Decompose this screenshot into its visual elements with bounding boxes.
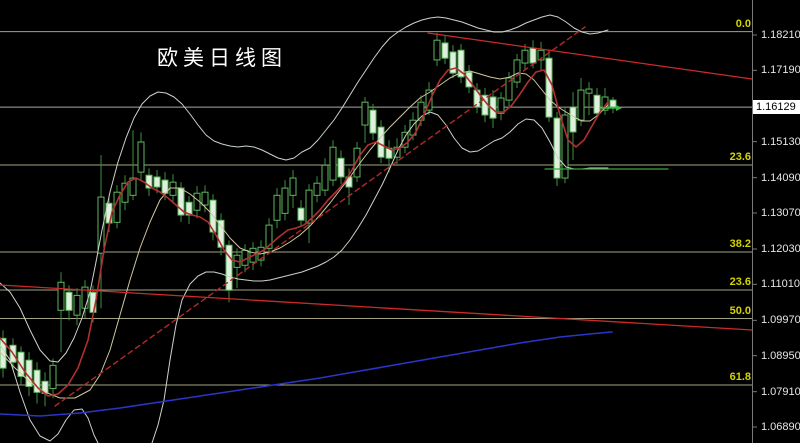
candle-body xyxy=(97,196,105,254)
candle-body xyxy=(529,47,537,64)
candle-body xyxy=(185,201,193,216)
lower-bollinger-band xyxy=(151,111,609,443)
candle-body xyxy=(449,51,457,74)
candle-body xyxy=(321,164,329,191)
candle-body xyxy=(577,89,585,121)
candle-body xyxy=(153,176,161,188)
price-tick-label: 1.18210 xyxy=(761,29,800,41)
candle-body xyxy=(377,126,385,158)
price-tick-label: 1.06890 xyxy=(761,421,800,433)
candle-body xyxy=(33,369,41,393)
price-tick-label: 1.08950 xyxy=(761,349,800,362)
price-tick-label: 1.12030 xyxy=(761,243,800,255)
candle-body xyxy=(289,177,297,196)
candle-body xyxy=(169,181,177,196)
candle-body xyxy=(401,131,409,148)
price-tick-label: 1.17190 xyxy=(761,64,800,77)
price-tick-label: 1.11010 xyxy=(761,278,800,291)
candle-body xyxy=(369,109,377,134)
candle-body xyxy=(585,88,593,94)
candle-body xyxy=(281,187,289,214)
fib-label: 61.8 xyxy=(729,370,751,383)
candle-body xyxy=(545,57,553,118)
candle-body xyxy=(129,177,137,196)
candle-body xyxy=(601,96,609,111)
slow-blue-ma xyxy=(0,331,613,417)
candle-body xyxy=(49,364,57,390)
price-tick-label: 1.14090 xyxy=(761,171,800,184)
descending-red-trendline xyxy=(427,32,753,80)
current-price-box: 1.16129 xyxy=(753,100,800,115)
fast-red-ma xyxy=(0,67,609,397)
fib-label: 23.6 xyxy=(729,276,751,288)
candle-body xyxy=(537,49,545,61)
candle-body xyxy=(433,39,441,61)
candle-body xyxy=(457,49,465,78)
candle-body xyxy=(145,174,153,189)
long-red-trendline xyxy=(0,284,753,331)
candle-body xyxy=(553,117,561,179)
price-pointer-arrow xyxy=(616,105,622,111)
fib-label: 38.2 xyxy=(729,237,751,250)
candle-body xyxy=(305,189,313,224)
price-tick-label: 1.09970 xyxy=(761,314,800,327)
candle-body xyxy=(425,89,433,111)
candle-body xyxy=(593,94,601,114)
candle-body xyxy=(137,141,145,173)
candle-body xyxy=(609,99,617,108)
price-tick-label: 1.13070 xyxy=(761,206,800,219)
price-tick-label: 1.15130 xyxy=(761,135,800,148)
candle-body xyxy=(225,244,233,291)
candle-body xyxy=(361,101,369,126)
upper-bollinger-band xyxy=(0,14,609,363)
candle-body xyxy=(297,207,305,221)
candle-body xyxy=(273,194,281,221)
candle-body xyxy=(329,146,337,181)
candle-body xyxy=(353,147,361,178)
candle-body xyxy=(201,191,209,206)
fib-label: 50.0 xyxy=(729,304,751,317)
candle-body xyxy=(569,106,577,133)
candle-body xyxy=(265,224,273,249)
candle-body xyxy=(561,114,569,179)
chart-title: 欧美日线图 xyxy=(157,47,287,70)
candle-body xyxy=(497,97,505,114)
candle-body xyxy=(513,59,521,83)
candle-body xyxy=(17,351,25,377)
candle-body xyxy=(65,291,73,311)
fib-label: 23.6 xyxy=(729,151,751,163)
fib-label: 0.0 xyxy=(735,17,751,30)
lower-bollinger-band-left xyxy=(0,344,99,443)
candle-body xyxy=(313,182,321,196)
candle-body xyxy=(441,42,449,59)
middle-band-ma xyxy=(0,70,609,399)
current-price-value: 1.16129 xyxy=(756,101,796,114)
candle-body xyxy=(337,157,345,178)
candle-body xyxy=(73,294,81,316)
candle-body xyxy=(217,219,225,248)
candle-body xyxy=(57,281,65,311)
price-tick-label: 1.07910 xyxy=(761,385,800,398)
candle-body xyxy=(521,49,529,64)
rising-dashed-trendline xyxy=(54,26,586,407)
candle-body xyxy=(505,77,513,101)
